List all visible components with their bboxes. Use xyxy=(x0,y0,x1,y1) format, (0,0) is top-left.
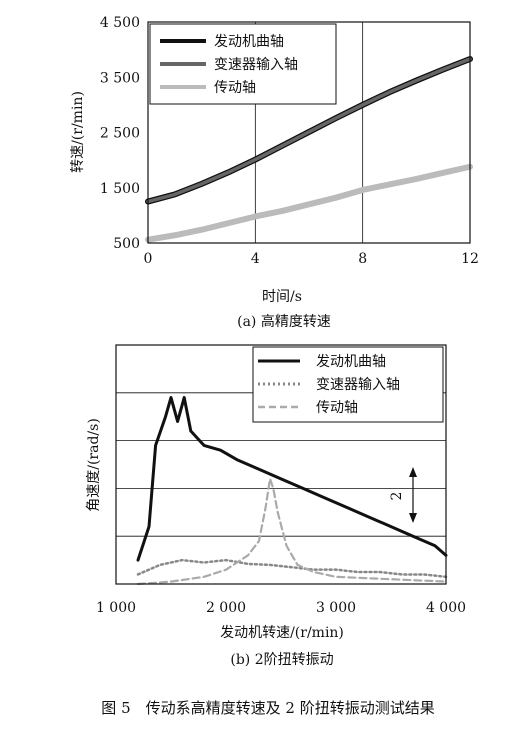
chart-a-y-tick: 2 500 xyxy=(100,126,140,142)
chart-b-x-tick: 1 000 xyxy=(96,600,136,616)
chart-b-caption: (b) 2阶扭转振动 xyxy=(230,652,333,668)
chart-a-x-tick: 4 xyxy=(251,251,260,267)
chart-a-y-tick: 3 500 xyxy=(100,70,140,86)
chart-a-y-tick: 500 xyxy=(113,236,140,252)
chart-a-caption: (a) 高精度转速 xyxy=(237,313,331,330)
legend-a-label-1: 变速器输入轴 xyxy=(214,57,298,73)
chart-a-legend: 发动机曲轴 变速器输入轴 传动轴 xyxy=(149,23,337,105)
order-annotation-label: 2 xyxy=(389,492,405,501)
chart-b-x-tick: 3 000 xyxy=(316,600,356,616)
legend-b-label-0: 发动机曲轴 xyxy=(316,354,386,370)
chart-a-y-tick: 4 500 xyxy=(100,15,140,31)
chart-b-legend: 发动机曲轴 变速器输入轴 传动轴 xyxy=(252,346,444,423)
chart-a-x-tick: 12 xyxy=(461,251,479,267)
chart-b-series-line-2 xyxy=(136,477,448,586)
chart-b-x-tick: 4 000 xyxy=(426,600,466,616)
figure-caption: 图 5 传动系高精度转速及 2 阶扭转振动测试结果 xyxy=(101,699,434,717)
chart-a-x-tick: 0 xyxy=(144,251,153,267)
chart-a-series-line-2 xyxy=(145,163,473,243)
legend-b-label-2: 传动轴 xyxy=(316,400,358,416)
chart-b-ylabel: 角速度/(rad/s) xyxy=(86,418,102,512)
chart-b-xlabel: 发动机转速/(r/min) xyxy=(220,625,344,641)
chart-a-plot-frame xyxy=(147,21,471,244)
chart-b: 1 000 2 000 3 000 4 000 角速度/(rad/s) 发动机转速/(… xyxy=(86,344,466,668)
chart-b-x-tick: 2 000 xyxy=(206,600,246,616)
legend-b-label-1: 变速器输入轴 xyxy=(316,377,400,393)
chart-b-series-line-1 xyxy=(136,558,448,579)
chart-b-plot-frame xyxy=(115,344,447,585)
legend-a-label-0: 发动机曲轴 xyxy=(214,34,284,50)
chart-a-xlabel: 时间/s xyxy=(262,289,302,305)
legend-a-label-2: 传动轴 xyxy=(214,80,256,96)
order-annotation: 2 xyxy=(389,467,417,523)
chart-a-ylabel: 转速/(r/min) xyxy=(70,91,86,173)
chart-a-y-tick: 1 500 xyxy=(100,181,140,197)
chart-a-x-tick: 8 xyxy=(358,251,367,267)
